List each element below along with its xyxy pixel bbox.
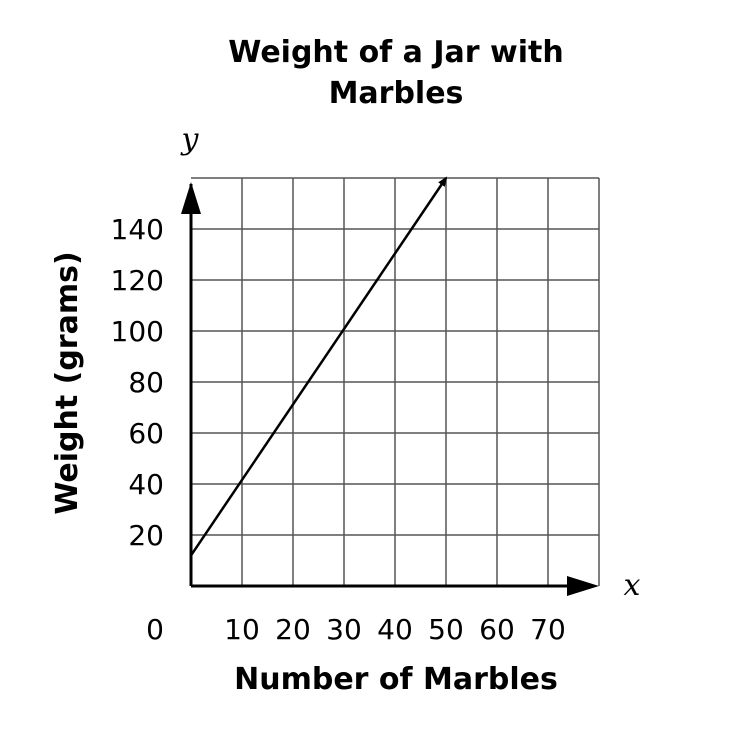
grid	[191, 177, 600, 586]
x-tick-label: 20	[275, 613, 311, 646]
y-tick-label: 120	[111, 264, 164, 297]
y-tick-label: 40	[128, 468, 164, 501]
y-tick-label: 60	[128, 417, 164, 450]
x-axis-arrow	[567, 576, 599, 596]
chart-title-line-1: Weight of a Jar with	[228, 35, 563, 70]
tick-labels: 10 20 30 40 50 60 70 20 40 60 80 100 120 140	[111, 213, 566, 646]
y-tick-label: 140	[111, 213, 164, 246]
y-axis-arrow	[181, 182, 201, 214]
x-tick-label: 70	[530, 613, 566, 646]
chart-title-line-2: Marbles	[329, 76, 464, 111]
x-tick-label: 30	[326, 613, 362, 646]
x-axis-title: Number of Marbles	[234, 662, 558, 697]
origin-label: 0	[146, 613, 164, 646]
y-tick-label: 100	[111, 315, 164, 348]
x-tick-label: 40	[377, 613, 413, 646]
y-tick-label: 80	[128, 366, 164, 399]
x-tick-label: 60	[479, 613, 515, 646]
y-variable-label: y	[180, 122, 200, 157]
series-line	[189, 176, 448, 557]
x-tick-label: 10	[224, 613, 260, 646]
axes	[181, 182, 599, 596]
series	[189, 176, 448, 557]
y-tick-label: 20	[128, 519, 164, 552]
x-tick-label: 50	[428, 613, 464, 646]
y-axis-title: Weight (grams)	[50, 251, 85, 514]
x-variable-label: x	[624, 568, 641, 603]
